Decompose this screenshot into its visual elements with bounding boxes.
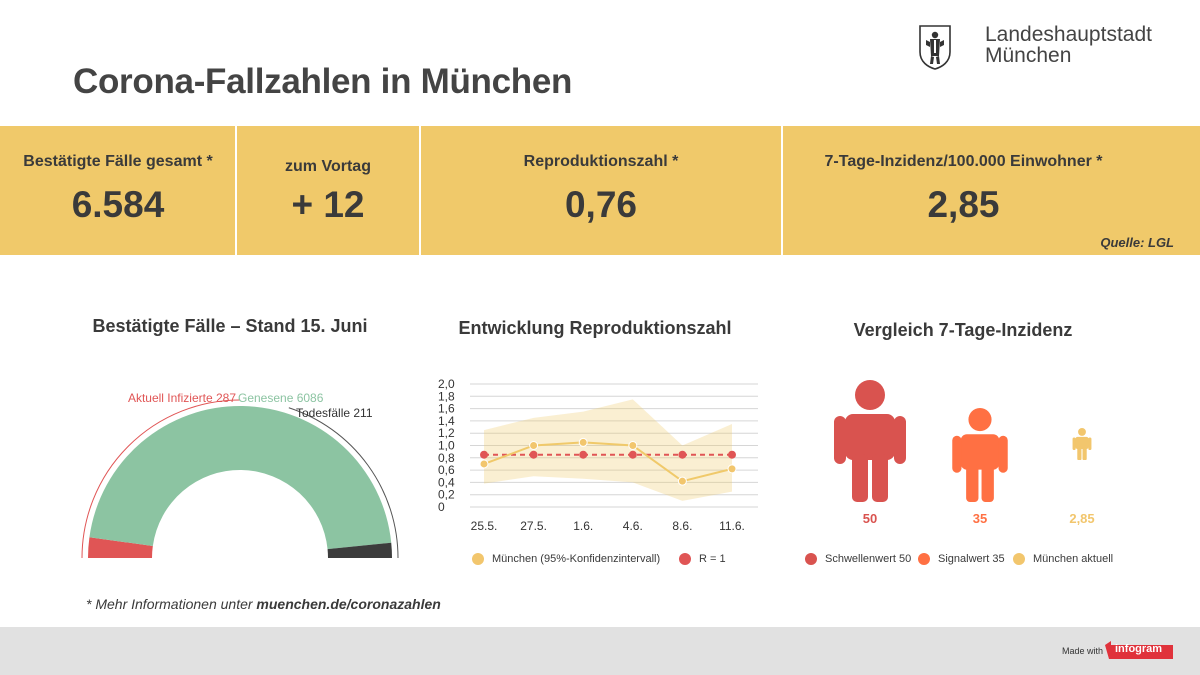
gauge-segment-recovered [89, 406, 392, 550]
footer: Made with infogram [0, 627, 1200, 675]
munich-r-point [677, 476, 687, 486]
munich-r-line [483, 441, 733, 483]
x-tick-label: 11.6. [719, 519, 745, 533]
y-tick-label: 1,4 [438, 414, 455, 428]
pictogram-value-label: 50 [863, 511, 877, 526]
y-tick-label: 0,2 [438, 488, 455, 502]
munich-r-point [578, 437, 588, 447]
legend-munich-current: München aktuell [1033, 553, 1114, 565]
munich-r-point [628, 441, 638, 450]
legend-signal-dot [918, 553, 930, 565]
person-icon [1072, 428, 1092, 460]
kpi-divider [235, 126, 237, 255]
kpi-prev-day: zum Vortag + 12 [237, 126, 419, 255]
y-tick-label: 0,4 [438, 475, 455, 489]
incidence-pictogram: 50 35 2,85 [834, 380, 1095, 526]
y-tick-label: 2,0 [438, 377, 455, 391]
r1-point [628, 450, 637, 459]
kpi-divider [419, 126, 421, 255]
y-tick-label: 1,6 [438, 402, 455, 416]
person-icon [952, 408, 1008, 502]
pictogram-title: Vergleich 7-Tage-Inzidenz [853, 320, 1073, 340]
y-tick-label: 1,2 [438, 426, 455, 440]
legend-r1-dot [679, 553, 691, 565]
gauge-label-infected: Aktuell Infizierte 287 [128, 391, 236, 405]
legend-r1: R = 1 [699, 553, 726, 565]
kpi-value: 2,85 [927, 184, 1000, 225]
footnote: * Mehr Informationen unter muenchen.de/c… [86, 596, 441, 612]
r1-point [678, 450, 687, 459]
gauge-segment-deaths [327, 542, 392, 558]
gauge-label-deaths: Todesfälle 211 [296, 406, 373, 420]
x-tick-label: 27.5. [520, 519, 547, 533]
kpi-total-cases: Bestätigte Fälle gesamt * 6.584 [0, 126, 236, 255]
gauge-segment-infected [88, 537, 153, 558]
kpi-value: 6.584 [71, 184, 165, 225]
page-title: Corona-Fallzahlen in München [73, 62, 573, 101]
city-logo: Landeshauptstadt München [918, 24, 1178, 72]
kpi-band: Bestätigte Fälle gesamt * 6.584 zum Vort… [0, 126, 1200, 255]
r1-point [579, 450, 588, 459]
legend-munich: München (95%-Konfidenzintervall) [492, 553, 661, 565]
kpi-value: 0,76 [564, 184, 637, 225]
legend-munich-dot [472, 553, 484, 565]
gauge-outline-infected [81, 399, 241, 559]
gauge-chart: Aktuell Infizierte 287 Genesene 6086 Tod… [81, 391, 399, 559]
kpi-label: Bestätigte Fälle gesamt * [23, 153, 213, 170]
x-tick-label: 4.6. [623, 519, 643, 533]
legend-munich-current-dot [1013, 553, 1025, 565]
kpi-value: + 12 [291, 184, 365, 225]
infogram-label: infogram [1115, 643, 1163, 655]
r1-point [728, 450, 736, 459]
gauge-label-recovered: Genesene 6086 [238, 391, 324, 405]
kpi-divider [781, 126, 783, 255]
legend-threshold-dot [805, 553, 817, 565]
munich-r-point [727, 464, 737, 474]
logo-line-1: Landeshauptstadt [985, 23, 1152, 46]
y-tick-label: 1,0 [438, 439, 455, 453]
infogram-logo-icon [1105, 641, 1173, 659]
kpi-label: 7-Tage-Inzidenz/100.000 Einwohner * [824, 153, 1103, 170]
y-tick-label: 0,6 [438, 463, 455, 477]
footnote-link[interactable]: muenchen.de/coronazahlen [256, 596, 441, 612]
made-with-text: Made with [1062, 646, 1104, 656]
kpi-label: Reproduktionszahl * [523, 153, 679, 170]
x-tick-label: 8.6. [672, 519, 692, 533]
source-note: Quelle: LGL [1100, 235, 1174, 250]
y-tick-label: 1,8 [438, 389, 455, 403]
x-tick-label: 1.6. [573, 519, 593, 533]
legend-threshold: Schwellenwert 50 [825, 553, 912, 565]
pictogram-value-label: 2,85 [1069, 511, 1094, 526]
person-icon [834, 380, 906, 502]
logo-line-2: München [985, 44, 1072, 67]
r1-point [529, 450, 538, 459]
y-tick-label: 0 [438, 500, 445, 514]
footnote-text: * Mehr Informationen unter [86, 596, 257, 612]
legend-signal: Signalwert 35 [938, 553, 1005, 565]
munich-r-point [479, 459, 489, 469]
kpi-label: zum Vortag [285, 158, 371, 175]
kpi-reproduction: Reproduktionszahl * 0,76 [421, 126, 781, 255]
r1-point [480, 450, 488, 459]
gauge-outline-deaths [288, 407, 399, 559]
infogram-badge[interactable]: infogram [1105, 641, 1173, 659]
y-tick-label: 0,8 [438, 451, 455, 465]
x-tick-label: 25.5. [471, 519, 498, 533]
gauge-title: Bestätigte Fälle – Stand 15. Juni [92, 316, 368, 336]
coat-of-arms-icon [919, 25, 951, 70]
kpi-incidence: 7-Tage-Inzidenz/100.000 Einwohner * 2,85… [783, 126, 1200, 255]
reproduction-line-chart: 2,01,81,61,41,21,00,80,60,40,20 25.5. 27.… [438, 377, 758, 533]
pictogram-value-label: 35 [973, 511, 987, 526]
munich-r-point [529, 441, 539, 450]
line-chart-title: Entwicklung Reproduktionszahl [458, 318, 732, 338]
confidence-interval-band [484, 399, 732, 501]
